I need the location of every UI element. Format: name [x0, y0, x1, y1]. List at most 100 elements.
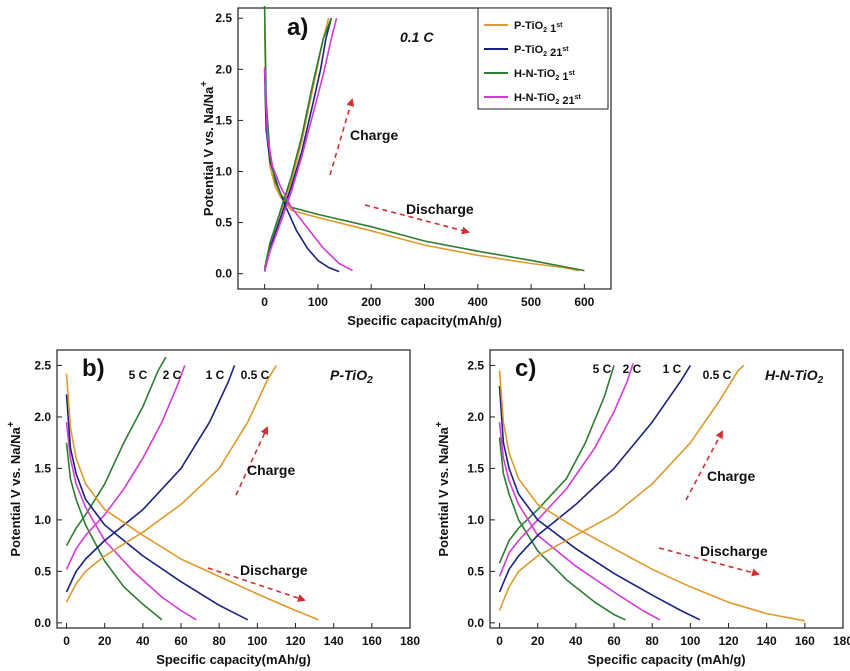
x-tick-label: 0	[261, 295, 268, 309]
x-tick-label: 20	[531, 634, 545, 648]
series-3-charge-curve	[65, 365, 236, 593]
rate-label: 1 C	[206, 368, 225, 382]
x-tick-label: 180	[400, 634, 420, 648]
y-tick-label: 2.5	[467, 358, 484, 372]
x-axis-label: Specific capacity (mAh/g)	[587, 652, 745, 667]
discharge-annotation: Discharge	[700, 543, 768, 559]
x-tick-label: 100	[680, 634, 700, 648]
x-axis-label: Specific capacity(mAh/g)	[156, 652, 311, 667]
x-tick-label: 0	[496, 634, 503, 648]
chart-panel-1: 0 100 200 300 400 500 600 0.0 0.5 1.0 1.5 2.0 2.5 Spe…	[199, 5, 612, 328]
y-tick-label: 0.0	[467, 616, 484, 630]
legend: P-TiO2 1st P-TiO2 21st H-N-TiO2 1st H-N-TiO…	[477, 7, 609, 110]
x-tick-label: 200	[361, 295, 381, 309]
plot-frame	[56, 349, 411, 629]
chart-panel-3: 0 20 40 60 80 100 120 140 160 180 0.0 0.5 1.0 1.5 2.0 2…	[434, 349, 850, 667]
rate-label: 2 C	[623, 362, 642, 376]
x-tick-label: 40	[136, 634, 150, 648]
y-tick-label: 2.0	[34, 410, 51, 424]
condition-label: H-N-TiO2	[765, 367, 824, 386]
y-axis-label: Potential V vs. Na/Na+	[199, 81, 216, 216]
y-tick-label: 1.5	[467, 461, 484, 475]
x-tick-label: 120	[718, 634, 738, 648]
discharge-arrow	[658, 547, 760, 577]
charge-annotation: Charge	[707, 468, 755, 484]
series-2-discharge-curve	[263, 69, 340, 273]
legend-entry-label: H-N-TiO2 1st	[514, 68, 575, 83]
charge-annotation: Charge	[350, 127, 398, 143]
panel-letter: b)	[82, 355, 105, 382]
y-tick-label: 1.0	[215, 164, 232, 178]
x-tick-label: 80	[213, 634, 227, 648]
series-4-discharge-curve	[65, 373, 319, 621]
y-tick-label: 0.5	[34, 564, 51, 578]
series-4-discharge-curve	[263, 67, 353, 272]
series-4-charge-curve	[498, 364, 745, 611]
x-tick-label: 60	[174, 634, 188, 648]
series-3-charge-curve	[498, 364, 692, 593]
series-3-discharge-curve	[263, 5, 585, 272]
y-tick-label: 0.5	[467, 564, 484, 578]
x-tick-label: 20	[98, 634, 112, 648]
x-tick-label: 40	[569, 634, 583, 648]
x-tick-label: 60	[607, 634, 621, 648]
x-tick-label: 100	[308, 295, 328, 309]
series-1-discharge-curve	[65, 442, 163, 621]
y-tick-label: 1.0	[34, 513, 51, 527]
x-tick-label: 500	[521, 295, 541, 309]
x-tick-label: 600	[574, 295, 594, 309]
series-4-charge-curve	[263, 17, 338, 272]
panel-letter: a)	[287, 14, 308, 41]
series-3-discharge-curve	[498, 385, 701, 621]
y-tick-label: 0.5	[215, 216, 232, 230]
discharge-arrow	[207, 567, 306, 602]
x-tick-label: 400	[468, 295, 488, 309]
series-2-charge-curve	[498, 363, 634, 577]
rate-label: 2 C	[163, 368, 182, 382]
series-3-charge-curve	[263, 17, 333, 269]
y-axis-label: Potential V vs. Na/Na+	[6, 421, 23, 556]
series-1-charge-curve	[498, 365, 615, 564]
y-axis-label: Potential V vs. Na/Na+	[434, 421, 451, 556]
discharge-annotation: Discharge	[406, 201, 474, 217]
panel-letter: c)	[515, 355, 536, 382]
charge-annotation: Charge	[247, 462, 295, 478]
series-4-charge-curve	[65, 364, 278, 603]
y-tick-label: 2.0	[467, 410, 484, 424]
series-1-discharge-curve	[263, 23, 580, 272]
x-tick-label: 160	[362, 634, 382, 648]
discharge-annotation: Discharge	[240, 562, 308, 578]
y-tick-label: 2.0	[215, 62, 232, 76]
y-tick-label: 1.5	[215, 113, 232, 127]
x-axis-label: Specific capacity(mAh/g)	[347, 313, 502, 328]
rate-label: 0.5 C	[703, 368, 732, 382]
x-tick-label: 80	[646, 634, 660, 648]
charge-arrow	[329, 98, 355, 176]
series-2-charge-curve	[263, 17, 333, 272]
x-tick-label: 180	[833, 634, 850, 648]
rate-label: 5 C	[129, 368, 148, 382]
rate-label: 0.5 C	[241, 368, 270, 382]
series-1-charge-curve	[65, 356, 167, 546]
legend-entry-label: P-TiO2 21st	[514, 44, 569, 59]
series-4-discharge-curve	[498, 370, 805, 622]
chart-panel-2: 0 20 40 60 80 100 120 140 160 180 0.0 0.5 1.0 1.5 2.0 2…	[6, 349, 420, 667]
x-tick-label: 140	[757, 634, 777, 648]
series-2-discharge-curve	[65, 422, 197, 621]
legend-entry-label: P-TiO2 1st	[514, 20, 563, 35]
x-tick-label: 300	[414, 295, 434, 309]
y-tick-label: 0.0	[34, 616, 51, 630]
x-tick-label: 0	[63, 634, 70, 648]
series-1-discharge-curve	[498, 437, 626, 621]
x-tick-label: 120	[285, 634, 305, 648]
x-tick-label: 140	[324, 634, 344, 648]
series-2-charge-curve	[65, 365, 186, 570]
y-tick-label: 1.0	[467, 513, 484, 527]
plot-frame	[489, 349, 844, 629]
rate-label: 1 C	[663, 362, 682, 376]
charge-arrow	[685, 430, 723, 501]
y-tick-label: 1.5	[34, 461, 51, 475]
condition-label: 0.1 C	[400, 29, 434, 45]
condition-label: P-TiO2	[330, 367, 373, 386]
